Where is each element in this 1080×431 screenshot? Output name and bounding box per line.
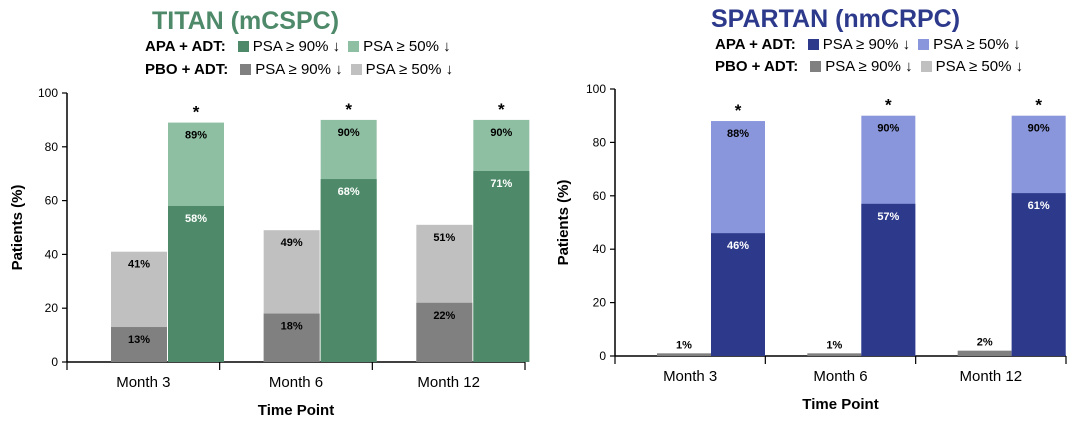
chart-title: SPARTAN (nmCRPC)	[711, 5, 961, 33]
x-tick-label: Month 6	[813, 368, 867, 385]
data-label: 58%	[185, 213, 207, 225]
y-tick-label: 100	[586, 82, 606, 96]
legend-swatch	[807, 39, 819, 50]
data-label: 71%	[490, 178, 512, 190]
data-label: 51%	[433, 232, 455, 244]
data-label: 90%	[1028, 123, 1050, 135]
legend-swatch	[240, 64, 252, 75]
data-label: 90%	[877, 123, 899, 135]
legend-group-label: APA + ADT:	[145, 38, 226, 55]
y-tick-label: 40	[593, 242, 607, 256]
bar	[111, 327, 167, 362]
legend-group-label: PBO + ADT:	[715, 58, 799, 75]
y-tick-label: 80	[45, 140, 59, 154]
legend-entry-label: PSA ≥ 90% ↓	[252, 38, 341, 55]
bar	[168, 205, 224, 362]
y-tick-label: 100	[38, 86, 58, 100]
legend-group-label: PBO + ADT:	[145, 61, 229, 78]
data-label: 18%	[281, 321, 303, 333]
legend-group-label: APA + ADT:	[715, 36, 796, 53]
y-tick-label: 20	[593, 296, 607, 310]
x-axis-title: Time Point	[802, 396, 878, 413]
legend-swatch	[920, 61, 932, 72]
significance-marker: *	[193, 103, 200, 122]
significance-marker: *	[1035, 96, 1042, 115]
legend-row-pbo: PBO + ADT: PSA ≥ 90% ↓ PSA ≥ 50% ↓	[145, 61, 455, 78]
titan-chart-svg: 0 20 40 60 80 100 Month 3 13% 41% 58% 89% * Month 6 1…	[9, 86, 530, 419]
significance-marker: *	[735, 101, 742, 120]
data-label: 1%	[676, 339, 692, 351]
legend-swatch	[350, 64, 362, 75]
x-tick-label: Month 3	[116, 374, 170, 391]
legend-swatch	[918, 39, 930, 50]
y-tick-label: 40	[45, 247, 59, 261]
data-label: 90%	[490, 127, 512, 139]
y-tick-label: 60	[593, 189, 607, 203]
data-label: 89%	[185, 130, 207, 142]
legend-row-apa: APA + ADT: PSA ≥ 90% ↓ PSA ≥ 50% ↓	[715, 36, 1023, 53]
y-tick-label: 0	[599, 349, 606, 363]
data-label: 13%	[128, 334, 150, 346]
y-tick-label: 80	[593, 135, 607, 149]
chart-title: TITAN (mCSPC)	[152, 7, 340, 35]
spartan-chart-svg: 0 20 40 60 80 100 Month 3 1% 46% 88% * Month 6 1% 57%…	[555, 82, 1067, 413]
legend-entry-label: PSA ≥ 50% ↓	[933, 36, 1021, 53]
x-tick-label: Month 12	[417, 374, 480, 391]
data-label: 41%	[128, 259, 150, 271]
bar	[263, 313, 320, 362]
bar	[416, 302, 473, 362]
bar	[957, 350, 1012, 356]
data-label: 2%	[977, 337, 993, 349]
data-label: 49%	[281, 237, 303, 249]
legend-swatch	[348, 41, 360, 52]
titan-panel: TITAN (mCSPC) APA + ADT: PSA ≥ 90% ↓ PSA…	[9, 7, 530, 419]
significance-marker: *	[885, 96, 892, 115]
data-label: 90%	[338, 127, 360, 139]
bar	[657, 353, 711, 356]
y-tick-label: 20	[45, 301, 59, 315]
y-tick-label: 60	[45, 194, 59, 208]
data-label: 1%	[826, 339, 842, 351]
bar	[861, 203, 916, 356]
y-axis-title: Patients (%)	[555, 180, 572, 266]
significance-marker: *	[498, 100, 505, 119]
bar	[807, 353, 862, 356]
data-label: 68%	[338, 186, 360, 198]
bar	[1011, 193, 1066, 356]
bar	[711, 233, 765, 356]
legend-swatch	[810, 61, 822, 72]
bar	[473, 171, 530, 362]
y-tick-label: 0	[51, 355, 58, 369]
data-label: 22%	[433, 310, 455, 322]
x-axis-title: Time Point	[258, 402, 334, 419]
bar	[320, 179, 377, 362]
legend-row-pbo: PBO + ADT: PSA ≥ 90% ↓ PSA ≥ 50% ↓	[715, 58, 1025, 75]
spartan-panel: SPARTAN (nmCRPC) APA + ADT: PSA ≥ 90% ↓ …	[540, 0, 1080, 431]
data-label: 61%	[1028, 200, 1050, 212]
legend-entry-label: PSA ≥ 50% ↓	[935, 58, 1024, 75]
x-tick-label: Month 6	[269, 374, 323, 391]
data-label: 46%	[727, 240, 749, 252]
legend-row-apa: APA + ADT: PSA ≥ 90% ↓ PSA ≥ 50% ↓	[145, 38, 453, 55]
legend-entry-label: PSA ≥ 50% ↓	[365, 61, 454, 78]
data-label: 57%	[877, 211, 899, 223]
data-label: 88%	[727, 128, 749, 140]
legend-entry-label: PSA ≥ 90% ↓	[822, 36, 911, 53]
x-tick-label: Month 12	[960, 368, 1023, 385]
legend-entry-label: PSA ≥ 90% ↓	[255, 61, 343, 78]
significance-marker: *	[345, 100, 352, 119]
legend-entry-label: PSA ≥ 50% ↓	[363, 38, 451, 55]
y-axis-title: Patients (%)	[9, 185, 26, 271]
legend-entry-label: PSA ≥ 90% ↓	[825, 58, 913, 75]
legend-swatch	[237, 41, 249, 52]
x-tick-label: Month 3	[663, 368, 717, 385]
